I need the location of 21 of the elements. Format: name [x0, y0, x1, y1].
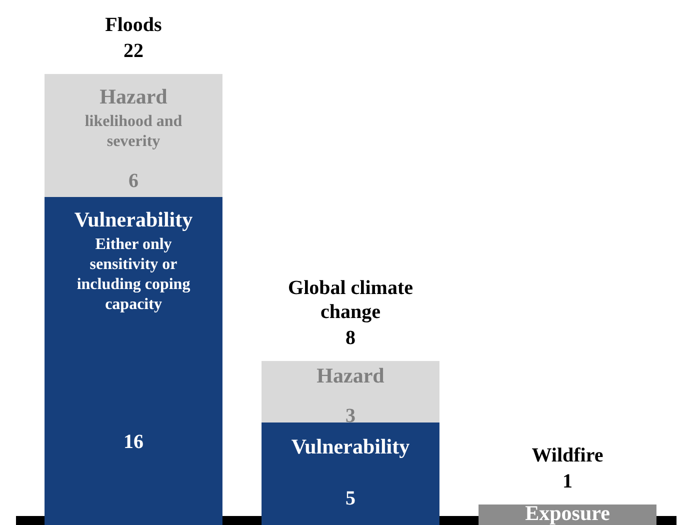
bar [44, 197, 222, 525]
series-label: Vulnerability [74, 207, 194, 232]
x-tick-label: Wildfire [532, 444, 604, 467]
annotation: Either only sensitivity or including coping capacity [76, 236, 190, 314]
data-label: 5 [346, 488, 356, 510]
text: Vulnerability [291, 434, 410, 459]
bar [44, 74, 222, 197]
series-label: Hazard [316, 363, 385, 388]
x-tick-label: Floods [105, 14, 162, 36]
total-label: 8 [346, 327, 356, 350]
data-label: 16 [124, 431, 144, 454]
annotation: likelihood and severity [84, 113, 182, 150]
bar [262, 422, 440, 525]
total-label: 22 [124, 40, 144, 62]
bar [262, 361, 440, 422]
data-label: 3 [346, 405, 356, 428]
total-label: 1 [562, 470, 572, 493]
series-label: Exposure [525, 501, 610, 525]
data-label: 6 [128, 170, 138, 192]
x-tick-label: Global climate change [288, 277, 414, 324]
text: Hazard [100, 84, 168, 108]
